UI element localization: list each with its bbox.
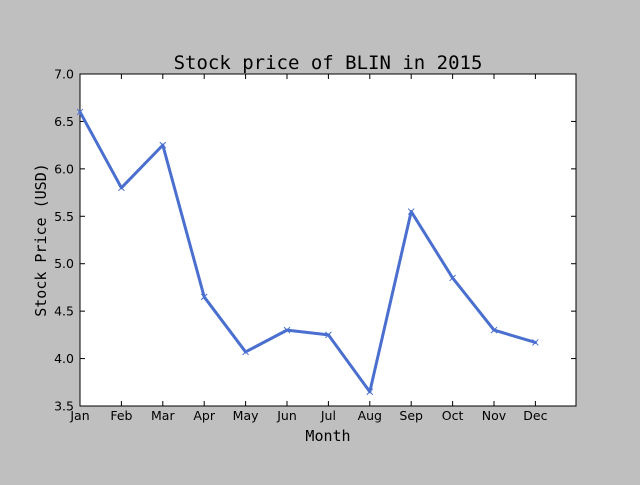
data-point-marker (283, 326, 291, 334)
y-tick-label: 4.5 (54, 304, 74, 319)
y-tick-label: 7.0 (54, 67, 74, 82)
data-point-marker (532, 339, 539, 346)
marker-stroke (283, 326, 291, 334)
y-tick-label: 6.5 (54, 114, 74, 129)
x-tick-label: Aug (358, 408, 382, 423)
x-axis: Jan Feb Mar Apr May Jun Jul Aug Sep Oct Nov Dec (69, 74, 548, 423)
series-line (78, 110, 537, 394)
marker-stroke (449, 274, 456, 282)
marker-stroke (200, 293, 208, 301)
marker-stroke (118, 184, 125, 192)
y-tick-label: 5.0 (54, 256, 74, 271)
x-tick-label: Sep (399, 408, 423, 423)
data-point-marker (407, 208, 415, 215)
data-point-marker (76, 108, 84, 116)
x-tick-label: Jan (69, 408, 89, 423)
y-tick-label: 4.0 (54, 351, 74, 366)
marker-stroke (159, 141, 167, 149)
marker-stroke (366, 388, 374, 396)
marker-stroke (490, 326, 498, 334)
x-tick-label: Nov (482, 408, 507, 423)
x-tick-label: Oct (442, 408, 464, 423)
x-axis-label: Month (305, 427, 350, 445)
x-tick-label: Feb (110, 408, 132, 423)
y-tick-label: 3.5 (54, 399, 74, 414)
marker-stroke (325, 331, 332, 339)
data-point-marker (366, 388, 374, 396)
x-tick-label: Apr (193, 408, 215, 423)
y-tick-label: 5.5 (54, 209, 74, 224)
data-point-marker (242, 348, 249, 356)
x-tick-label: Jun (276, 408, 297, 423)
data-point-marker (159, 141, 167, 149)
y-axis-label: Stock Price (USD) (32, 163, 50, 317)
chart-title: Stock price of BLIN in 2015 (174, 52, 483, 74)
data-point-marker (449, 274, 456, 282)
x-tick-label: May (233, 408, 259, 423)
data-point-marker (118, 184, 125, 192)
marker-stroke (76, 108, 84, 116)
marker-stroke (407, 208, 415, 215)
series-layer (76, 108, 539, 396)
marker-stroke (532, 339, 539, 346)
data-point-marker (200, 293, 208, 301)
x-tick-label: Mar (151, 408, 175, 423)
plot-area (79, 73, 577, 407)
y-tick-label: 6.0 (54, 161, 74, 176)
data-point-marker (490, 326, 498, 334)
marker-stroke (242, 348, 249, 356)
x-tick-label: Jul (320, 408, 336, 423)
x-tick-label: Dec (523, 408, 547, 423)
data-point-marker (325, 331, 332, 339)
